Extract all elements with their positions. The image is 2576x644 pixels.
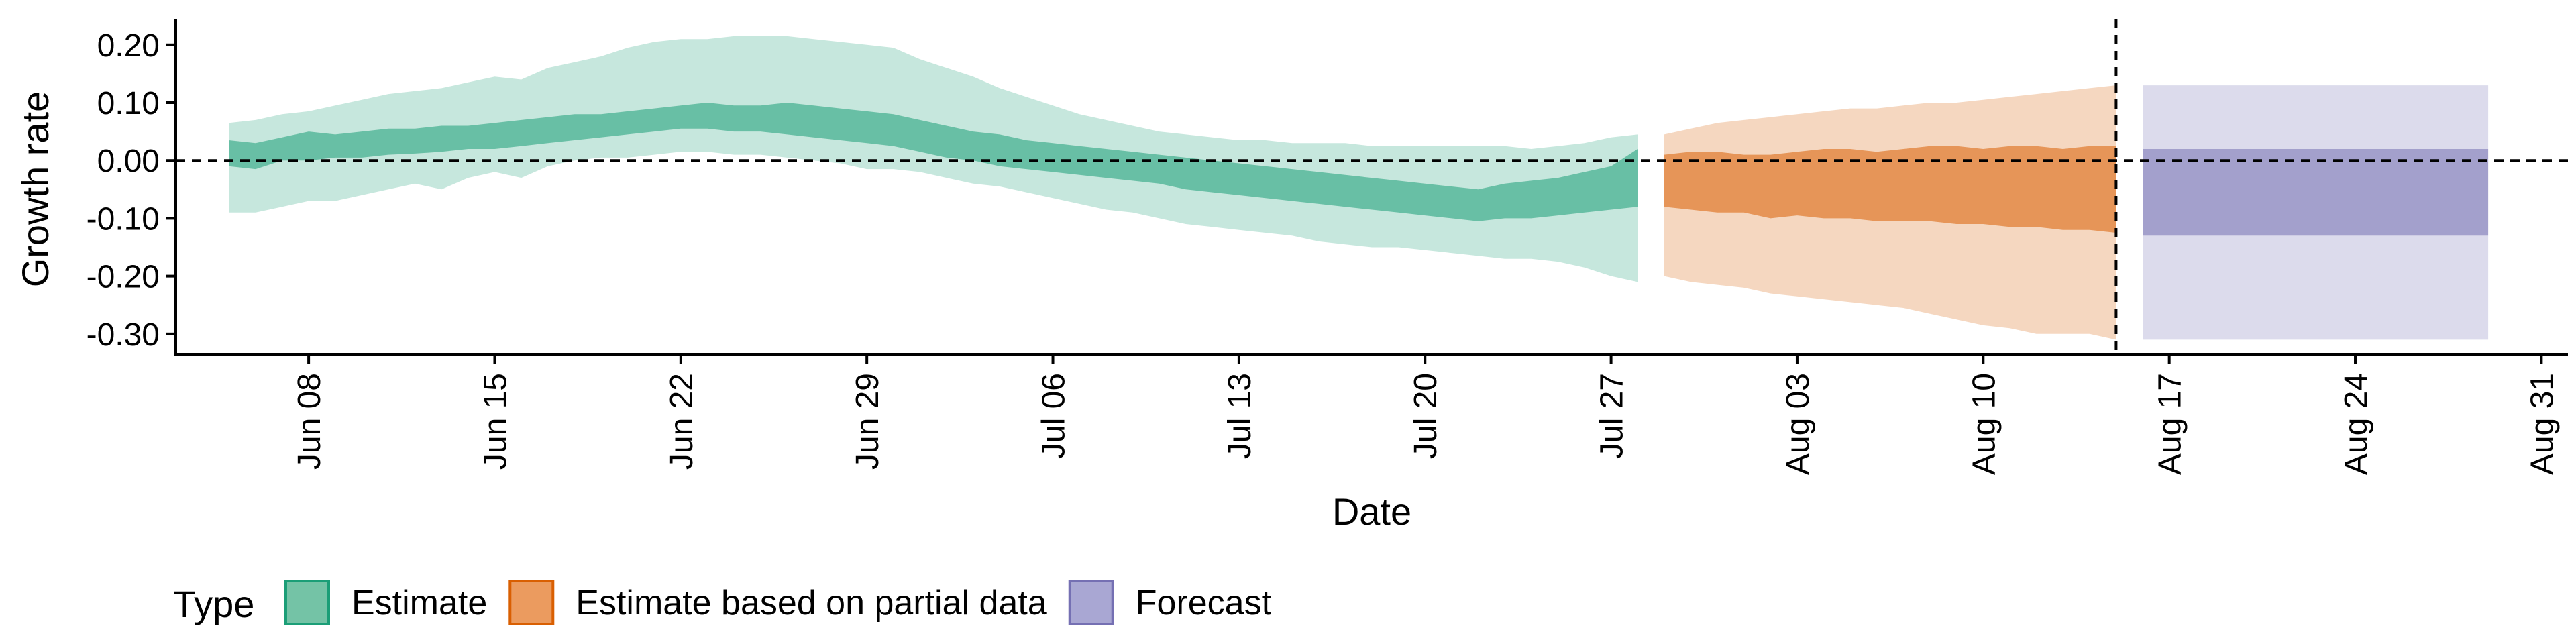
legend-item-estimate-based-on-partial-data: Estimate based on partial data	[508, 580, 1047, 625]
legend-label: Estimate	[352, 584, 487, 623]
legend-label: Forecast	[1136, 584, 1272, 623]
y-tick-label: 0.20	[97, 28, 160, 64]
x-tick-label: Jun 15	[478, 373, 514, 470]
legend: Type Estimate Estimate based on partial d…	[173, 580, 1272, 625]
estimate-band-50	[229, 103, 1638, 221]
y-tick-label: -0.10	[87, 201, 160, 237]
x-tick-label: Jul 06	[1036, 373, 1072, 459]
y-tick-label: 0.10	[97, 86, 160, 121]
x-tick-label: Jul 27	[1595, 373, 1630, 459]
legend-item-estimate: Estimate	[284, 580, 487, 625]
legend-label: Estimate based on partial data	[576, 584, 1047, 623]
estimate-based-on-partial-data-band-50	[1664, 146, 2116, 233]
reference-lines-layer	[176, 19, 2568, 354]
y-tick-label: 0.00	[97, 144, 160, 179]
bands-layer	[229, 36, 2489, 340]
legend-item-forecast: Forecast	[1068, 580, 1272, 625]
x-tick-label: Jun 29	[850, 373, 885, 470]
x-tick-label: Aug 10	[1966, 373, 2002, 475]
x-tick-label: Jul 20	[1408, 373, 1444, 459]
x-tick-label: Aug 24	[2339, 373, 2374, 475]
legend-title: Type	[173, 583, 254, 625]
x-tick-label: Jul 13	[1222, 373, 1258, 459]
x-tick-label: Aug 03	[1780, 373, 1816, 475]
x-tick-label: Jun 22	[664, 373, 700, 470]
legend-swatch	[1068, 580, 1114, 625]
legend-swatch	[284, 580, 330, 625]
x-tick-label: Aug 17	[2153, 373, 2188, 475]
legend-swatch	[508, 580, 555, 625]
x-tick-label: Jun 08	[292, 373, 327, 470]
estimate-band-90	[229, 36, 1638, 282]
y-axis-title: Growth rate	[14, 91, 56, 288]
y-tick-label: -0.30	[87, 317, 160, 353]
ticks-layer: 0.20 0.10 0.00 -0.10 -0.20 -0.30 Jun 08 Jun 15 J…	[87, 28, 2561, 475]
x-tick-label: Aug 31	[2524, 373, 2560, 475]
x-axis-title: Date	[1332, 490, 1411, 533]
y-tick-label: -0.20	[87, 260, 160, 295]
forecast-band-50	[2143, 149, 2489, 236]
